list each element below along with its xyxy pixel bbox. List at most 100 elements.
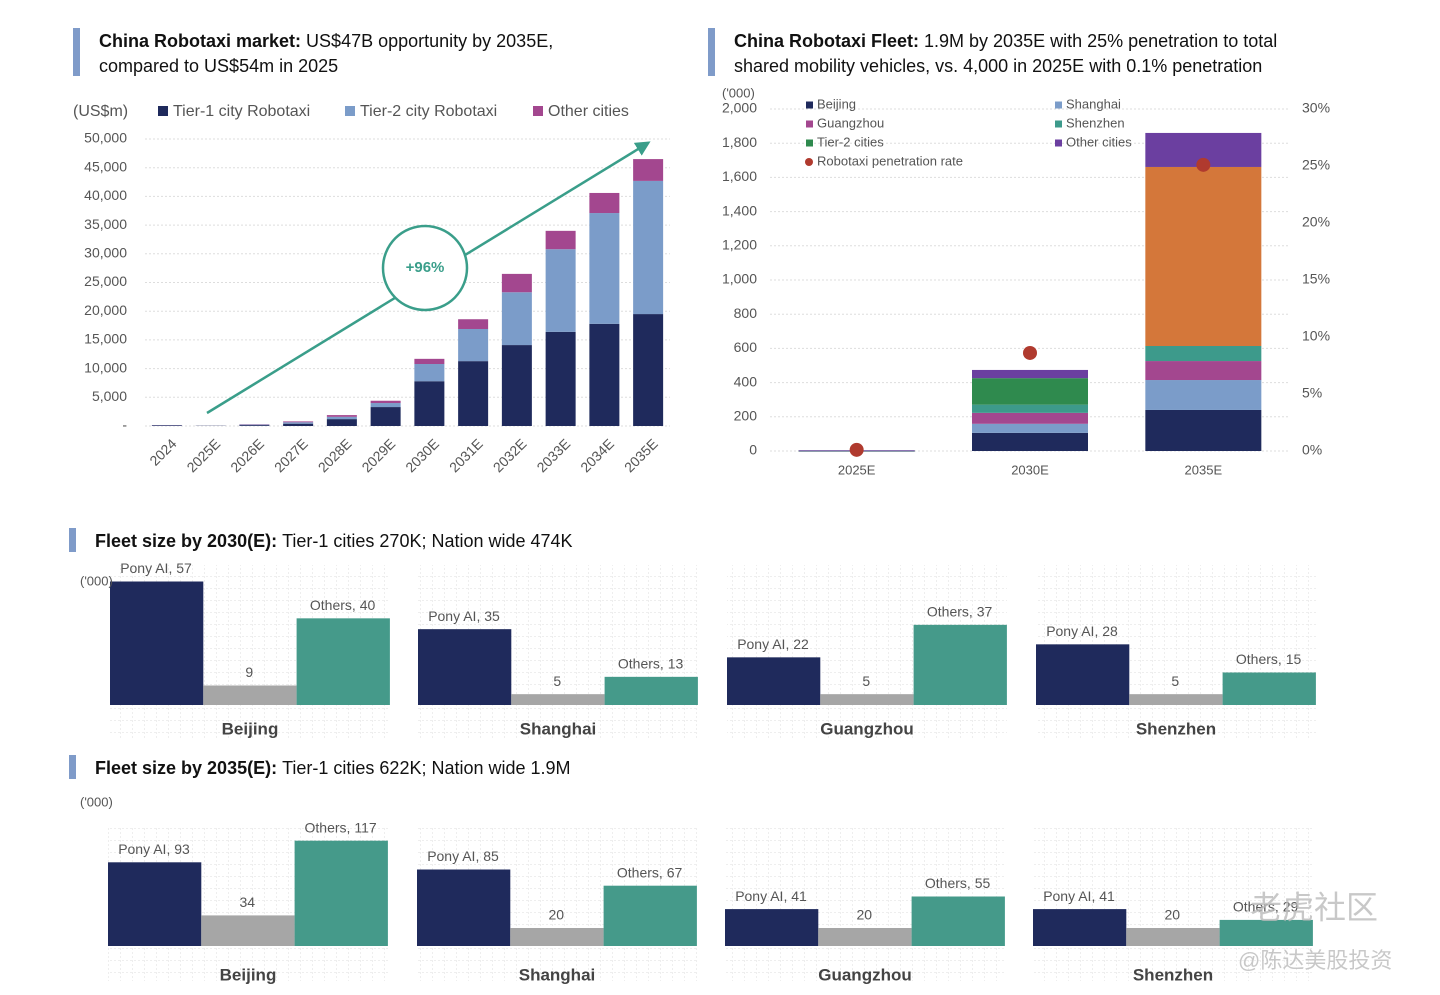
legend-label: Tier-1 city Robotaxi bbox=[173, 103, 310, 120]
bar-segment bbox=[589, 323, 620, 426]
watermark: 老虎社区 bbox=[1250, 889, 1378, 925]
x-tick-label: 2030E bbox=[402, 435, 442, 475]
value-label: 34 bbox=[240, 894, 256, 910]
x-tick-label: 2032E bbox=[490, 435, 530, 475]
legend-label: Tier-2 cities bbox=[817, 134, 884, 149]
value-label: 20 bbox=[857, 907, 873, 923]
chart-title: Fleet size by 2035(E): Tier-1 cities 622K… bbox=[95, 758, 571, 778]
bar-segment bbox=[458, 319, 489, 329]
bar-segment bbox=[501, 292, 532, 346]
value-label: Others, 15 bbox=[1236, 651, 1302, 667]
title-text: 1.9M by 2035E with 25% penetration to to… bbox=[924, 31, 1277, 51]
bar-segment bbox=[545, 331, 576, 426]
legend-swatch bbox=[1055, 139, 1062, 147]
city-label: Shenzhen bbox=[1136, 719, 1216, 738]
legend-label: Other cities bbox=[548, 103, 629, 120]
bar bbox=[294, 840, 388, 946]
x-tick-label: 2029E bbox=[358, 435, 398, 475]
x-tick-label: 2035E bbox=[621, 435, 661, 475]
value-label: Pony AI, 85 bbox=[427, 848, 499, 864]
value-label: 5 bbox=[553, 673, 561, 689]
legend-swatch bbox=[1055, 120, 1062, 128]
panel-grid bbox=[1033, 828, 1313, 981]
title-accent bbox=[69, 528, 76, 552]
legend-label: Beijing bbox=[817, 96, 856, 111]
bar-segment bbox=[151, 425, 182, 426]
value-label: Pony AI, 93 bbox=[118, 841, 190, 857]
bar-segment bbox=[414, 381, 445, 426]
bar bbox=[418, 629, 512, 705]
bar-segment bbox=[501, 345, 532, 426]
penetration-dot bbox=[849, 442, 864, 457]
bar bbox=[1036, 644, 1130, 705]
bar-segment bbox=[972, 404, 1088, 413]
bar bbox=[417, 869, 511, 946]
title-text: US$47B opportunity by 2035E, bbox=[306, 31, 553, 51]
y-tick-label: 1,000 bbox=[722, 271, 757, 287]
value-label: 5 bbox=[1171, 673, 1179, 689]
bar-segment bbox=[633, 159, 664, 181]
penetration-dot bbox=[1023, 345, 1037, 360]
y-tick-label: 400 bbox=[734, 373, 758, 389]
y-tick-label: 200 bbox=[734, 408, 758, 424]
y-tick-label: 1,800 bbox=[722, 134, 757, 150]
y-tick-label: 50,000 bbox=[84, 130, 127, 146]
chart-title: Fleet size by 2030(E): Tier-1 cities 270K… bbox=[95, 531, 573, 551]
y-tick-label: 800 bbox=[734, 305, 758, 321]
city-label: Guangzhou bbox=[820, 719, 913, 738]
legend-swatch bbox=[806, 120, 813, 128]
bar bbox=[604, 676, 698, 705]
bar-segment bbox=[545, 249, 576, 332]
bar-segment bbox=[370, 403, 401, 408]
bar bbox=[911, 896, 1005, 946]
x-tick-label: 2034E bbox=[577, 435, 617, 475]
bar bbox=[603, 885, 697, 946]
x-tick-label: 2025E bbox=[838, 462, 876, 477]
title-bold: Fleet size by 2030(E): bbox=[95, 531, 277, 551]
bar-segment bbox=[1145, 346, 1262, 362]
chart-title: compared to US$54m in 2025 bbox=[99, 56, 338, 76]
value-label: 20 bbox=[549, 907, 565, 923]
bar-segment bbox=[458, 328, 489, 362]
chart-title: shared mobility vehicles, vs. 4,000 in 2… bbox=[734, 56, 1262, 76]
y2-tick-label: 15% bbox=[1302, 271, 1330, 287]
city-label: Shanghai bbox=[519, 965, 596, 984]
bar bbox=[296, 618, 390, 705]
legend-label: Robotaxi penetration rate bbox=[817, 153, 963, 168]
y-tick-label: 0 bbox=[749, 442, 757, 458]
legend-swatch bbox=[1055, 101, 1062, 109]
annotation-circle bbox=[381, 224, 469, 312]
bar-segment bbox=[972, 369, 1088, 379]
bar-segment bbox=[972, 412, 1088, 424]
city-label: Beijing bbox=[220, 965, 277, 984]
bar-segment bbox=[458, 361, 489, 426]
bar-segment bbox=[633, 314, 664, 426]
y2-tick-label: 0% bbox=[1302, 442, 1322, 458]
bar bbox=[1222, 672, 1316, 705]
x-tick-label: 2035E bbox=[1185, 462, 1223, 477]
value-label: 20 bbox=[1165, 907, 1181, 923]
city-label: Shanghai bbox=[520, 719, 597, 738]
x-tick-label: 2025E bbox=[183, 435, 223, 475]
bar-segment bbox=[972, 378, 1088, 405]
title-accent bbox=[708, 28, 715, 76]
bar-segment bbox=[326, 415, 357, 417]
y-unit: ('000) bbox=[722, 85, 755, 100]
bar-segment bbox=[414, 358, 445, 365]
bar-segment bbox=[414, 364, 445, 382]
value-label: Pony AI, 22 bbox=[737, 636, 809, 652]
chart-title: China Robotaxi market: US$47B opportunity… bbox=[99, 31, 553, 51]
x-tick-label: 2024 bbox=[146, 435, 179, 468]
bar bbox=[511, 694, 605, 705]
title-bold: China Robotaxi market: bbox=[99, 31, 301, 51]
value-label: Others, 29 bbox=[1233, 899, 1299, 915]
x-tick-label: 2033E bbox=[533, 435, 573, 475]
value-label: Others, 13 bbox=[618, 656, 684, 672]
value-label: Pony AI, 28 bbox=[1046, 623, 1118, 639]
legend-label: Other cities bbox=[1066, 134, 1132, 149]
bar-segment bbox=[370, 407, 401, 426]
y-tick-label: 30,000 bbox=[84, 245, 127, 261]
legend-swatch bbox=[806, 139, 813, 147]
annotation: +96% bbox=[406, 259, 445, 276]
y2-tick-label: 20% bbox=[1302, 214, 1330, 230]
